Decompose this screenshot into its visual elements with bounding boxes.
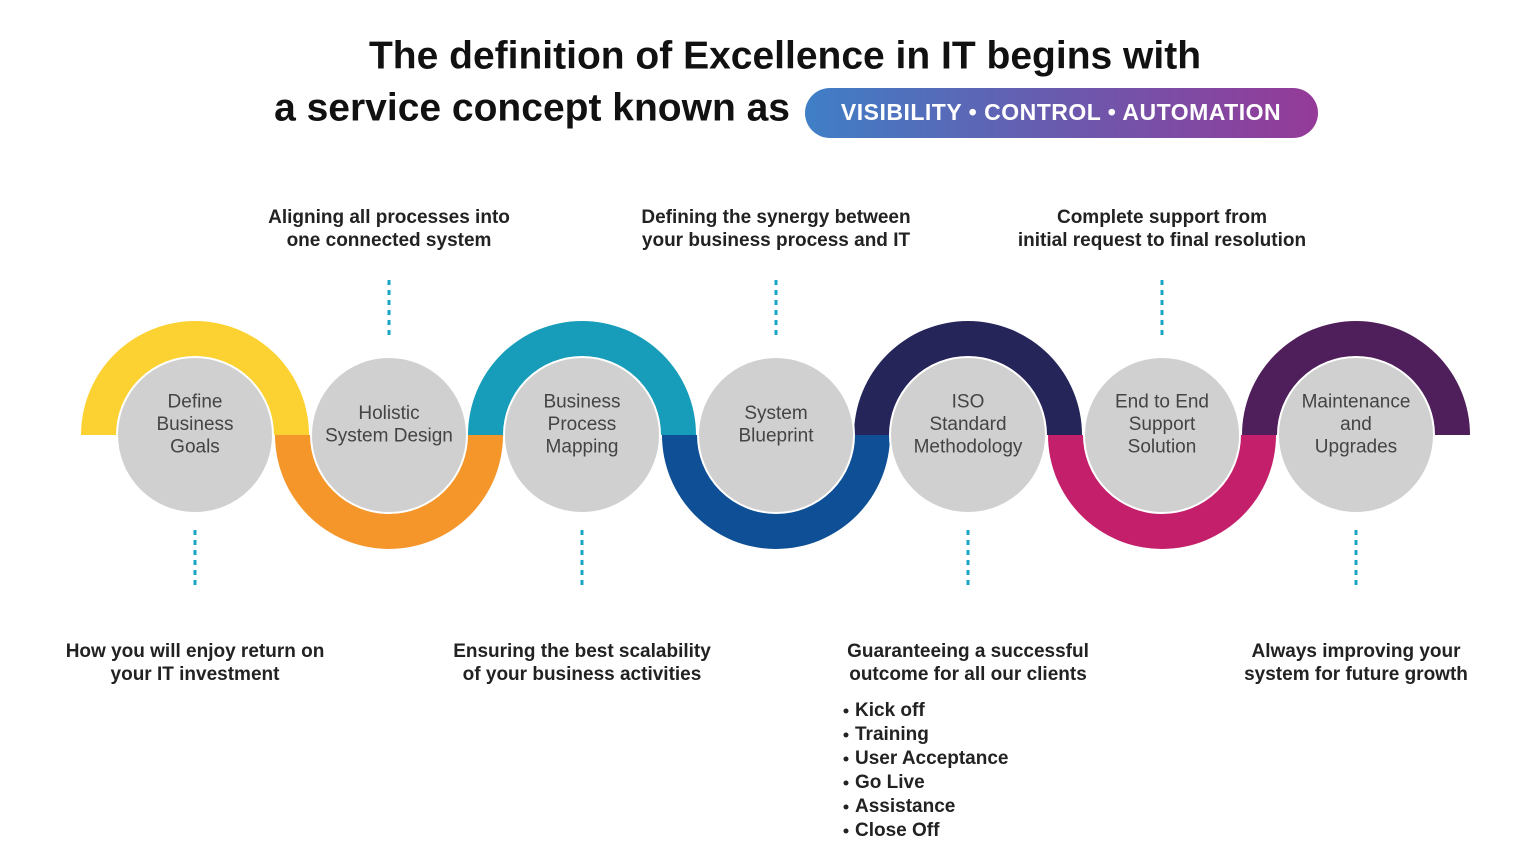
arc-segment [854, 321, 1082, 435]
step-label: Upgrades [1315, 437, 1397, 458]
step-description: system for future growth [1244, 664, 1468, 685]
arc-segment [275, 435, 503, 549]
step-label: Business [543, 392, 620, 413]
step-description: Always improving your [1251, 641, 1461, 662]
highlight-text: VISIBILITY • CONTROL • AUTOMATION [841, 99, 1281, 125]
step-label: System Design [325, 425, 453, 446]
step-circle [503, 356, 661, 514]
step-label: Holistic [358, 403, 419, 424]
bullet-item: Close Off [855, 820, 940, 841]
step-label: Define [168, 392, 223, 413]
step-circle [116, 356, 274, 514]
bullet-item: Training [855, 724, 929, 745]
bullet-item: Go Live [855, 772, 925, 793]
step-label: Blueprint [739, 425, 815, 446]
bullet-dot [843, 732, 849, 738]
bullet-item: Kick off [855, 700, 925, 721]
step-description: Defining the synergy between [641, 207, 910, 228]
step-label: ISO [952, 392, 985, 413]
step-description: outcome for all our clients [849, 664, 1087, 685]
step-description: Complete support from [1057, 207, 1267, 228]
step-circle [310, 356, 468, 514]
step-circle [697, 356, 855, 514]
bullet-dot [843, 708, 849, 714]
bullet-dot [843, 828, 849, 834]
step-circle [1277, 356, 1435, 514]
bullet-item: User Acceptance [855, 748, 1008, 769]
bullet-item: Assistance [855, 796, 955, 817]
step-circle [1083, 356, 1241, 514]
arc-segment [1048, 435, 1276, 549]
arc-segment [662, 435, 890, 549]
step-label: Standard [929, 414, 1006, 435]
step-label: Support [1129, 414, 1196, 435]
step-circle [889, 356, 1047, 514]
step-description: Guaranteeing a successful [847, 641, 1089, 662]
step-label: Goals [170, 437, 220, 458]
step-label: System [744, 403, 807, 424]
step-label: Mapping [546, 437, 619, 458]
step-description: How you will enjoy return on [66, 641, 325, 662]
highlight-pill [805, 88, 1318, 138]
step-label: and [1340, 414, 1372, 435]
step-description: of your business activities [463, 664, 702, 685]
step-label: Solution [1128, 437, 1197, 458]
arc-segment [468, 321, 696, 435]
step-label: End to End [1115, 392, 1209, 413]
bullet-dot [843, 804, 849, 810]
step-label: Maintenance [1302, 392, 1411, 413]
step-label: Methodology [914, 437, 1023, 458]
bullet-dot [843, 780, 849, 786]
step-description: Ensuring the best scalability [453, 641, 711, 662]
step-description: Aligning all processes into [268, 207, 510, 228]
title-line: The definition of Excellence in IT begin… [369, 34, 1201, 77]
step-description: your business process and IT [642, 230, 911, 251]
step-description: one connected system [287, 230, 492, 251]
step-description: your IT investment [111, 664, 281, 685]
step-description: initial request to final resolution [1018, 230, 1306, 251]
arc-segment [1242, 321, 1470, 435]
step-label: Business [156, 414, 233, 435]
title-line: a service concept known as [274, 86, 790, 129]
bullet-dot [843, 756, 849, 762]
step-label: Process [548, 414, 617, 435]
arc-segment [81, 321, 309, 435]
